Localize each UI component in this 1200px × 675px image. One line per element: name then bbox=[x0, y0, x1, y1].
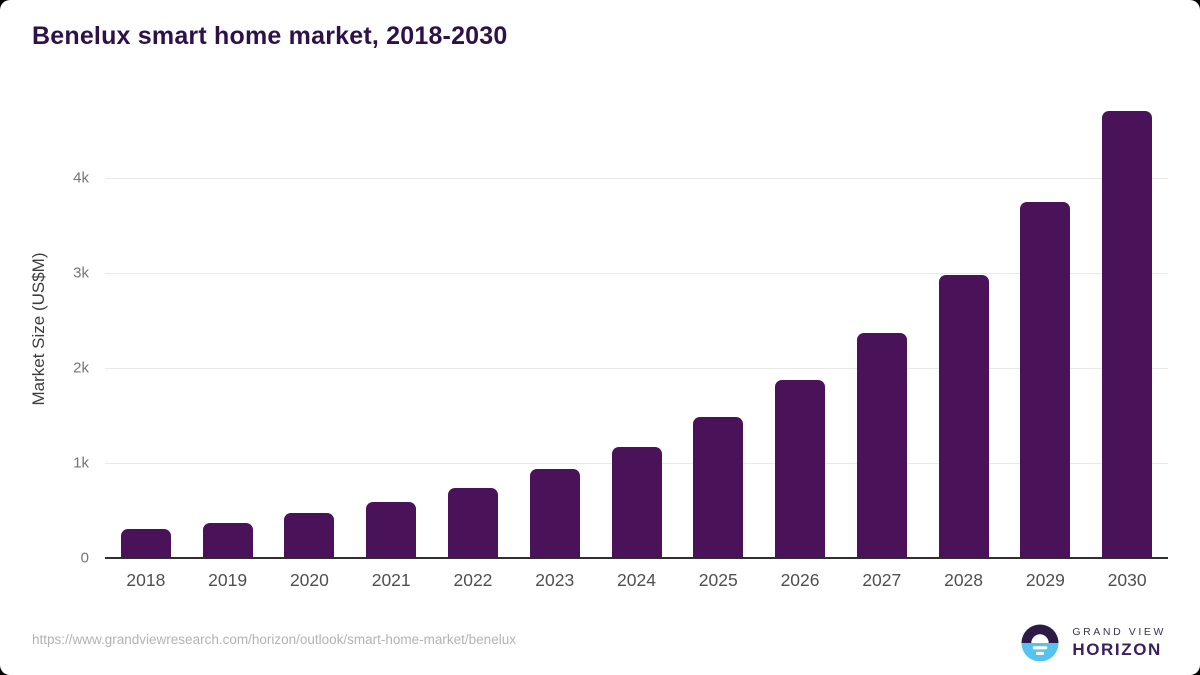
source-url[interactable]: https://www.grandviewresearch.com/horizo… bbox=[32, 632, 516, 647]
x-tick-label-2025: 2025 bbox=[698, 570, 738, 590]
bar-2028[interactable] bbox=[938, 274, 989, 558]
logo-grand-view-text: GRAND VIEW bbox=[1072, 626, 1166, 638]
gridline-3k bbox=[105, 272, 1168, 274]
y-tick-label-0: 0 bbox=[80, 549, 89, 567]
chart-title: Benelux smart home market, 2018-2030 bbox=[32, 22, 508, 50]
bar-2024[interactable] bbox=[611, 446, 662, 558]
x-tick-label-2026: 2026 bbox=[780, 570, 820, 590]
y-tick-label-3k: 3k bbox=[73, 264, 89, 282]
bar-2030[interactable] bbox=[1102, 110, 1153, 558]
x-tick-label-2018: 2018 bbox=[126, 570, 166, 590]
gridline-4k bbox=[105, 177, 1168, 179]
plot-area: 0 1k 2k 3k 4k 2018 2019 2020 2021 2022 2023 2024 202… bbox=[73, 100, 1168, 590]
x-tick-label-2027: 2027 bbox=[862, 570, 902, 590]
bar-2019[interactable] bbox=[202, 522, 253, 558]
brand-logo: GRAND VIEW HORIZON bbox=[1018, 621, 1166, 665]
logo-wordmark: GRAND VIEW HORIZON bbox=[1072, 626, 1166, 660]
x-axis-line bbox=[105, 557, 1168, 559]
gridline-2k bbox=[105, 367, 1168, 369]
x-tick-label-2028: 2028 bbox=[944, 570, 984, 590]
x-tick-label-2030: 2030 bbox=[1107, 570, 1147, 590]
horizon-sun-icon bbox=[1021, 624, 1059, 662]
x-tick-label-2022: 2022 bbox=[453, 570, 493, 590]
bar-2022[interactable] bbox=[447, 488, 498, 558]
bar-2021[interactable] bbox=[366, 501, 417, 558]
bar-2018[interactable] bbox=[120, 529, 171, 558]
bar-2020[interactable] bbox=[284, 513, 335, 558]
bar-2023[interactable] bbox=[529, 469, 580, 558]
bar-2029[interactable] bbox=[1020, 202, 1071, 558]
bar-2026[interactable] bbox=[775, 379, 826, 558]
bar-2025[interactable] bbox=[693, 417, 744, 558]
y-tick-label-2k: 2k bbox=[73, 359, 89, 377]
x-tick-label-2024: 2024 bbox=[617, 570, 656, 590]
logo-horizon-text: HORIZON bbox=[1072, 640, 1162, 659]
x-tick-label-2020: 2020 bbox=[289, 570, 329, 590]
y-tick-label-1k: 1k bbox=[73, 454, 89, 472]
x-tick-label-2029: 2029 bbox=[1025, 570, 1065, 590]
bar-2027[interactable] bbox=[856, 333, 907, 558]
x-tick-label-2023: 2023 bbox=[535, 570, 575, 590]
x-tick-label-2021: 2021 bbox=[371, 570, 411, 590]
x-tick-label-2019: 2019 bbox=[208, 570, 248, 590]
y-tick-label-4k: 4k bbox=[73, 169, 89, 187]
